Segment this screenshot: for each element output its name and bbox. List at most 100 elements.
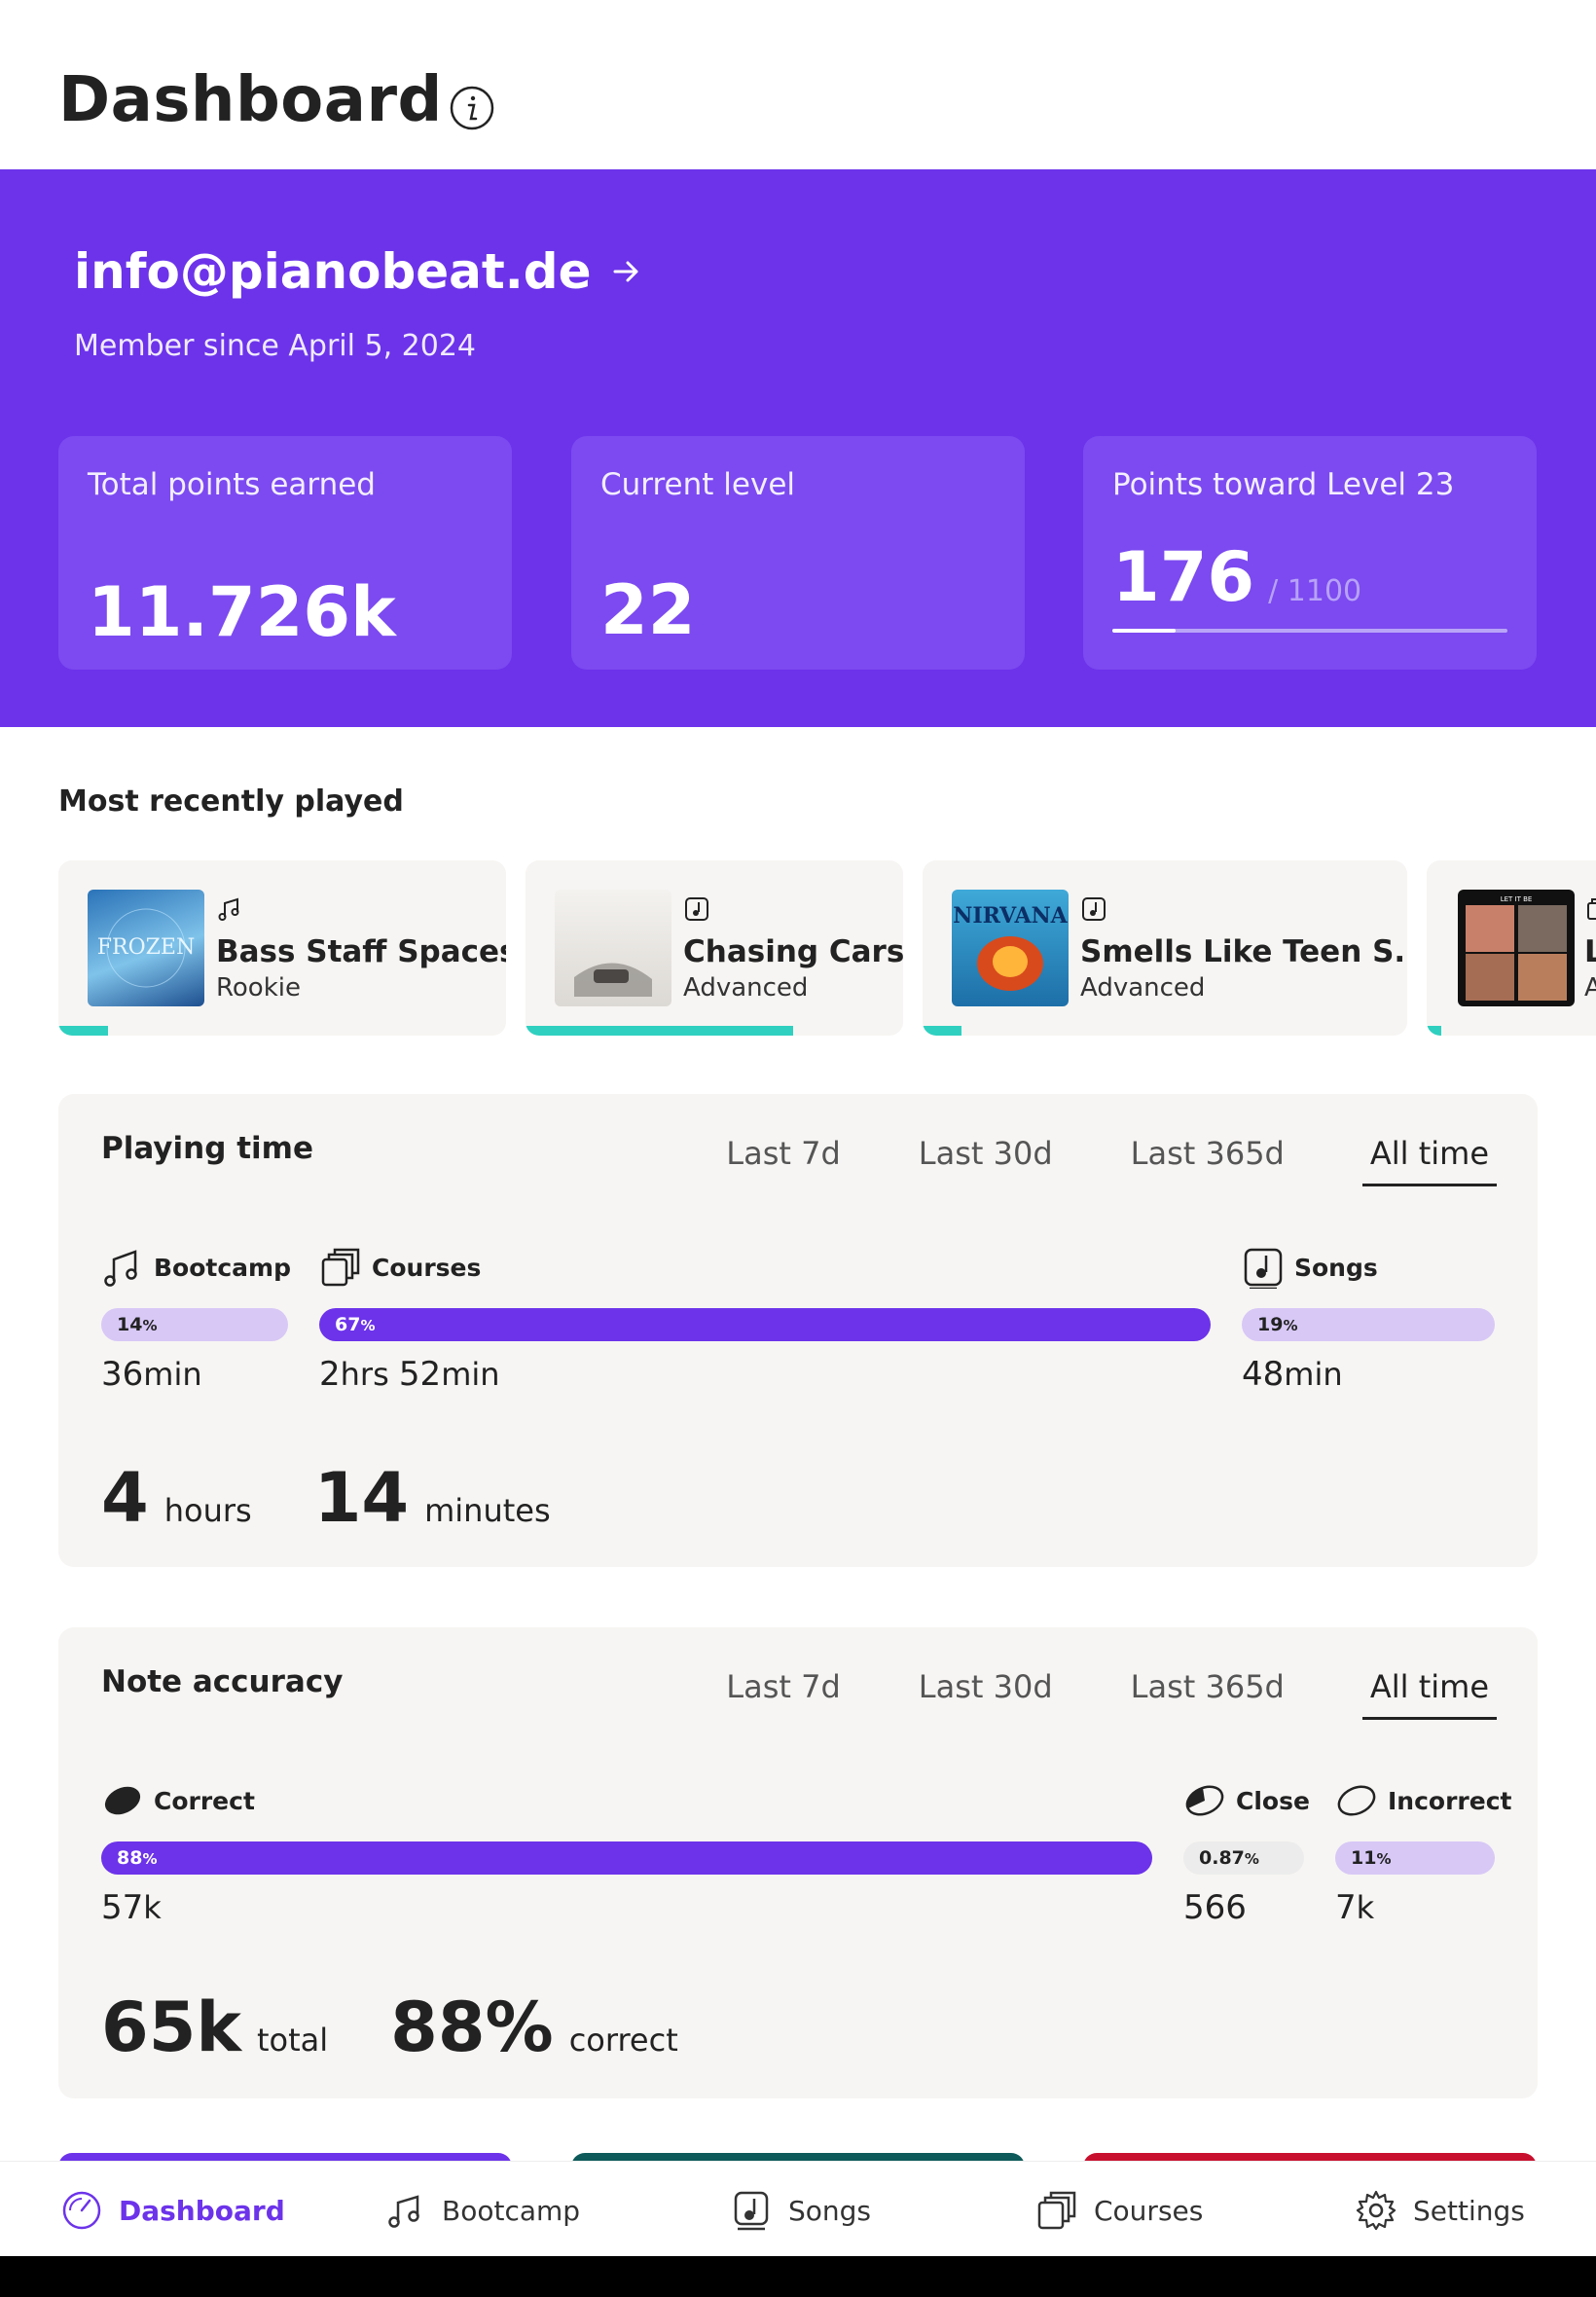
- incorrect-count: 7k: [1335, 1888, 1374, 1927]
- nav-dashboard-label: Dashboard: [119, 2194, 285, 2227]
- svg-text:FROZEN: FROZEN: [97, 935, 195, 960]
- system-bar: [0, 2256, 1596, 2297]
- current-level-value: 22: [600, 570, 696, 650]
- song-title: L: [1584, 934, 1596, 969]
- album-cover: NIRVANA: [952, 890, 1069, 1006]
- nav-bootcamp-label: Bootcamp: [442, 2194, 581, 2227]
- tab-last-7d[interactable]: Last 7d: [726, 1135, 841, 1172]
- song-title: Chasing Cars: [683, 934, 903, 969]
- tab-all-time[interactable]: All time: [1361, 1135, 1497, 1186]
- account-hero: info@pianobeat.de Member since April 5, …: [0, 169, 1596, 727]
- recent-song-card[interactable]: NIRVANA Smells Like Teen S... Advanced: [923, 860, 1407, 1036]
- correct-percentage-label: correct: [568, 2022, 678, 2059]
- note-accuracy-tabs: Last 7d Last 30d Last 365d All time: [648, 1668, 1497, 1720]
- arrow-right-icon: [613, 261, 637, 282]
- next-level-points-row: 176 / 1100: [1112, 537, 1361, 617]
- song-icon: [1244, 1248, 1283, 1289]
- bootcamp-note-icon: [104, 1250, 137, 1287]
- close-share-bar: 0.87%: [1183, 1841, 1304, 1875]
- hours-label: hours: [163, 1492, 252, 1529]
- incorrect-count-unit: k: [1356, 1889, 1375, 1926]
- total-points-value: 11.726k: [88, 572, 396, 652]
- bootcamp-share-bar: 14%: [101, 1308, 288, 1341]
- nav-songs-label: Songs: [788, 2194, 872, 2227]
- bootcamp-label-text: Bootcamp: [154, 1253, 291, 1282]
- account-email: info@pianobeat.de: [74, 243, 592, 300]
- bootcamp-percent: 14: [117, 1314, 143, 1335]
- tab-last-365d[interactable]: Last 365d: [1130, 1668, 1285, 1705]
- correct-percentage: 88%: [390, 1987, 554, 2067]
- incorrect-label-text: Incorrect: [1388, 1786, 1512, 1815]
- incorrect-share-bar: 11%: [1335, 1841, 1495, 1875]
- tab-last-30d[interactable]: Last 30d: [918, 1668, 1053, 1705]
- tab-last-7d[interactable]: Last 7d: [726, 1668, 841, 1705]
- recent-song-card[interactable]: LET IT BE L A: [1427, 860, 1596, 1036]
- cover-art-chasing-cars: [574, 963, 652, 997]
- total-notes: 65k: [101, 1987, 241, 2067]
- song-icon: [1082, 897, 1106, 921]
- nav-dashboard[interactable]: Dashboard: [60, 2189, 285, 2232]
- total-points-card: Total points earned 11.726k: [58, 436, 512, 670]
- info-circle-icon[interactable]: [449, 85, 495, 131]
- total-label: total: [256, 2022, 329, 2059]
- account-link[interactable]: info@pianobeat.de: [74, 243, 644, 300]
- total-hours: 4: [101, 1458, 149, 1538]
- member-since: Member since April 5, 2024: [74, 329, 477, 363]
- svg-text:NIRVANA: NIRVANA: [953, 903, 1068, 929]
- correct-count-unit: k: [143, 1889, 162, 1926]
- songs-percent: 19: [1257, 1314, 1284, 1335]
- song-progress-bar: [526, 1026, 794, 1036]
- nav-songs[interactable]: Songs: [730, 2189, 871, 2232]
- songs-label: Songs: [1242, 1246, 1378, 1289]
- recent-song-card[interactable]: FROZEN Bass Staff Spaces Rookie: [58, 860, 506, 1036]
- close-count: 566: [1183, 1888, 1247, 1927]
- dashboard-gauge-icon: [62, 2191, 101, 2230]
- correct-count-value: 57: [101, 1888, 144, 1927]
- note-accuracy-title: Note accuracy: [101, 1664, 344, 1699]
- bootcamp-time-value: 36: [101, 1355, 144, 1394]
- playing-time-panel: Playing time Last 7d Last 30d Last 365d …: [58, 1094, 1538, 1567]
- gear-icon: [1356, 2190, 1396, 2231]
- courses-share-bar: 67%: [319, 1308, 1211, 1341]
- songs-label-text: Songs: [1294, 1253, 1378, 1282]
- tab-all-time[interactable]: All time: [1361, 1668, 1497, 1720]
- current-level-label: Current level: [600, 467, 796, 502]
- recently-played-list[interactable]: FROZEN Bass Staff Spaces Rookie Chasing …: [0, 860, 1596, 1036]
- correct-oval-icon: [104, 1786, 141, 1815]
- tab-last-30d[interactable]: Last 30d: [918, 1135, 1053, 1172]
- page-title: Dashboard: [58, 64, 443, 136]
- nav-settings[interactable]: Settings: [1355, 2189, 1525, 2232]
- incorrect-label: Incorrect: [1335, 1779, 1511, 1822]
- cover-art-frozen: FROZEN: [97, 908, 195, 988]
- courses-stack-icon: [1037, 2191, 1076, 2230]
- song-icon: [685, 897, 708, 921]
- top-bar: Dashboard: [0, 0, 1596, 169]
- correct-label-text: Correct: [154, 1786, 255, 1815]
- nav-bootcamp[interactable]: Bootcamp: [383, 2189, 580, 2232]
- course-icon: [1587, 898, 1596, 920]
- recently-played-title: Most recently played: [58, 784, 404, 819]
- songs-time: 48min: [1242, 1355, 1343, 1394]
- bootcamp-label: Bootcamp: [101, 1246, 291, 1289]
- nav-courses[interactable]: Courses: [1035, 2189, 1203, 2232]
- album-cover: LET IT BE: [1458, 890, 1575, 1006]
- bootcamp-note-icon: [218, 897, 239, 921]
- close-count-value: 566: [1183, 1888, 1247, 1927]
- cover-art-nirvana: NIRVANA: [953, 903, 1069, 991]
- next-level-points: 176: [1112, 537, 1255, 617]
- incorrect-oval-icon: [1337, 1785, 1376, 1816]
- tab-last-365d[interactable]: Last 365d: [1130, 1135, 1285, 1172]
- accuracy-summary: 65k total 88% correct: [101, 1987, 678, 2067]
- courses-percent-sign: %: [360, 1317, 376, 1334]
- recent-song-card[interactable]: Chasing Cars Advanced: [526, 860, 903, 1036]
- next-level-progress-fill: [1112, 629, 1176, 633]
- correct-percent-sign: %: [142, 1850, 158, 1868]
- correct-count: 57k: [101, 1888, 162, 1927]
- album-cover: [555, 890, 671, 1006]
- song-progress-bar: [923, 1026, 961, 1036]
- correct-label: Correct: [101, 1779, 255, 1822]
- incorrect-percent: 11: [1351, 1847, 1377, 1869]
- correct-percent: 88: [117, 1847, 143, 1869]
- playing-time-tabs: Last 7d Last 30d Last 365d All time: [648, 1135, 1497, 1186]
- correct-share-bar: 88%: [101, 1841, 1152, 1875]
